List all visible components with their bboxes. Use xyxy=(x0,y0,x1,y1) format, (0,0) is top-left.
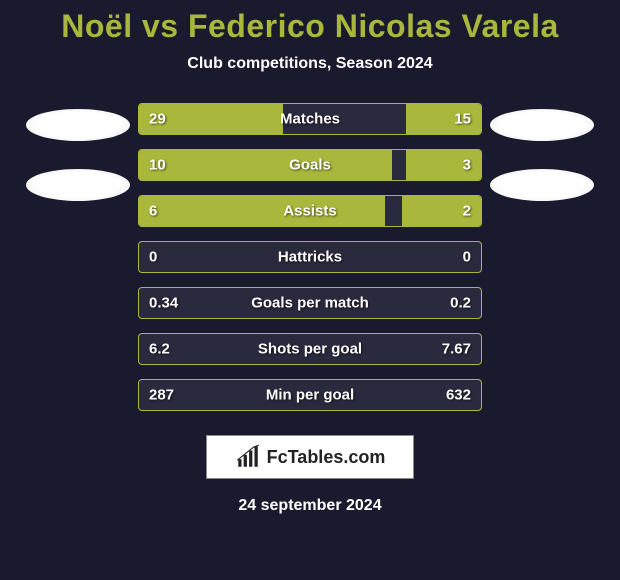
stat-value-right: 15 xyxy=(454,111,471,128)
stat-value-left: 0 xyxy=(149,249,157,266)
stat-label: Goals per match xyxy=(251,295,369,312)
stat-value-left: 287 xyxy=(149,387,174,404)
player-avatar-placeholder xyxy=(26,109,130,141)
stat-fill-left xyxy=(139,150,392,180)
page-title: Noël vs Federico Nicolas Varela xyxy=(61,8,559,45)
date-line: 24 september 2024 xyxy=(238,497,381,515)
stat-fill-left xyxy=(139,196,385,226)
stat-label: Matches xyxy=(280,111,340,128)
stat-value-right: 2 xyxy=(463,203,471,220)
stat-value-left: 6.2 xyxy=(149,341,170,358)
club-badge-placeholder xyxy=(26,169,130,201)
stat-row: 10 Goals 3 xyxy=(138,149,482,181)
stat-row: 6.2 Shots per goal 7.67 xyxy=(138,333,482,365)
stat-row: 0 Hattricks 0 xyxy=(138,241,482,273)
stat-value-right: 7.67 xyxy=(442,341,471,358)
stat-row: 6 Assists 2 xyxy=(138,195,482,227)
stat-value-right: 0.2 xyxy=(450,295,471,312)
stat-label: Shots per goal xyxy=(258,341,362,358)
source-logo-text: FcTables.com xyxy=(267,447,386,468)
stat-label: Hattricks xyxy=(278,249,342,266)
comparison-container: Noël vs Federico Nicolas Varela Club com… xyxy=(0,0,620,580)
club-badge-placeholder xyxy=(490,169,594,201)
stat-value-left: 10 xyxy=(149,157,166,174)
content-row: 29Matches1510Goals36Assists20Hattricks00… xyxy=(0,103,620,411)
right-avatar-column xyxy=(482,103,602,201)
stat-value-left: 6 xyxy=(149,203,157,220)
player-avatar-placeholder xyxy=(490,109,594,141)
stat-value-right: 632 xyxy=(446,387,471,404)
bars-icon xyxy=(235,444,261,470)
page-subtitle: Club competitions, Season 2024 xyxy=(187,55,432,73)
left-avatar-column xyxy=(18,103,138,201)
source-logo[interactable]: FcTables.com xyxy=(206,435,414,479)
stat-bars-column: 29Matches1510Goals36Assists20Hattricks00… xyxy=(138,103,482,411)
stat-row: 0.34 Goals per match 0.2 xyxy=(138,287,482,319)
stat-value-left: 29 xyxy=(149,111,166,128)
stat-value-right: 3 xyxy=(463,157,471,174)
stat-value-right: 0 xyxy=(463,249,471,266)
stat-value-left: 0.34 xyxy=(149,295,178,312)
stat-row: 29 Matches 15 xyxy=(138,103,482,135)
stat-label: Min per goal xyxy=(266,387,354,404)
stat-label: Assists xyxy=(283,203,336,220)
stat-label: Goals xyxy=(289,157,331,174)
stat-row: 287 Min per goal 632 xyxy=(138,379,482,411)
